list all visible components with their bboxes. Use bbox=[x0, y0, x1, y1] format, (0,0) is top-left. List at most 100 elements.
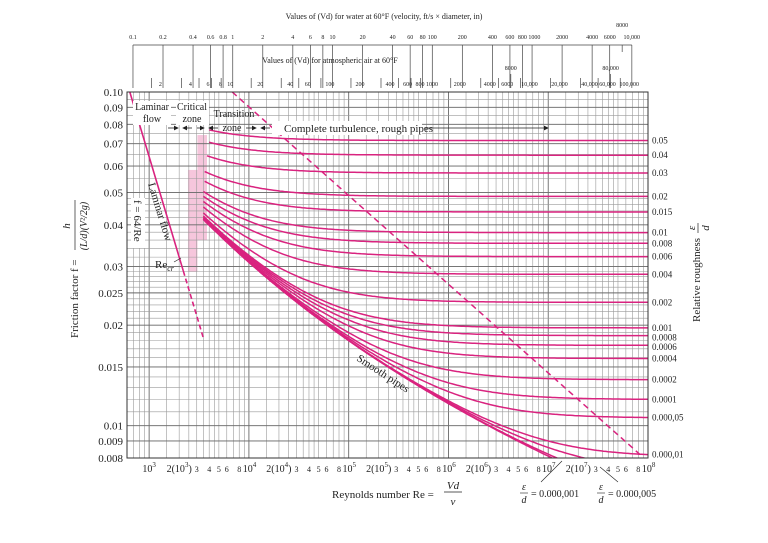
water-scale-label: 0.1 bbox=[129, 35, 137, 41]
roughness-label: 0.015 bbox=[652, 207, 673, 217]
air-scale-label: 6000 bbox=[501, 82, 513, 88]
air-scale-label: 200 bbox=[356, 82, 365, 88]
roughness-label: 0.04 bbox=[652, 150, 668, 160]
bottom-roughness-labels: ε d = 0.000,001 ε d = 0.000,005 bbox=[520, 460, 656, 506]
x-tick-label: 8 bbox=[636, 465, 640, 474]
laminar-zone-label-2: flow bbox=[143, 114, 162, 125]
water-scale-label: 800 bbox=[518, 35, 527, 41]
x-tick-label: 5 bbox=[317, 465, 321, 474]
grid bbox=[126, 91, 649, 459]
water-scale-label: 0.6 bbox=[207, 35, 215, 41]
axes: 0.100.090.080.070.060.050.040.030.0250.0… bbox=[98, 87, 684, 475]
x-tick-label: 3 bbox=[195, 465, 199, 474]
roughness-label: 0.008 bbox=[652, 238, 673, 248]
x-tick-label: 3 bbox=[295, 465, 299, 474]
x-tick-label: 8 bbox=[437, 465, 441, 474]
x-tick-label: 104 bbox=[243, 461, 257, 475]
roughness-curves bbox=[128, 92, 648, 458]
air-scale-label: 2000 bbox=[454, 82, 466, 88]
roughness-label: 0.0008 bbox=[652, 332, 677, 342]
critical-zone-shading bbox=[187, 135, 207, 272]
roughness-label: 0.006 bbox=[652, 252, 673, 262]
y-tick-label: 0.09 bbox=[104, 102, 124, 114]
x-axis-title: Reynolds number Re = Vd ν bbox=[332, 480, 462, 508]
air-scale-label: 100 bbox=[325, 82, 334, 88]
water-scale-label: 400 bbox=[488, 35, 497, 41]
water-scale-label: 4000 bbox=[586, 35, 598, 41]
y-tick-label: 0.02 bbox=[104, 320, 123, 332]
x-axis-title-num: Vd bbox=[447, 480, 460, 492]
roughness-curve bbox=[204, 180, 648, 213]
water-scale-label: 6000 bbox=[604, 35, 616, 41]
roughness-label: 0.001 bbox=[652, 323, 672, 333]
roughness-label: 0.03 bbox=[652, 168, 668, 178]
water-scale-label: 200 bbox=[458, 35, 467, 41]
roughness-curve bbox=[202, 216, 648, 337]
x-tick-label: 105 bbox=[343, 461, 357, 475]
water-scale-label: 8000 bbox=[616, 23, 628, 29]
eps1-value: = 0.000,001 bbox=[531, 489, 579, 500]
water-scale-label: 100 bbox=[428, 35, 437, 41]
x-tick-label: 8 bbox=[237, 465, 241, 474]
air-scale-label: 80,000 bbox=[602, 66, 619, 72]
roughness-label: 0.0001 bbox=[652, 394, 677, 404]
water-scale-label: 80 bbox=[420, 35, 426, 41]
roughness-curve bbox=[202, 215, 648, 329]
y-axis-title-num: h bbox=[61, 223, 73, 229]
roughness-label: 0.004 bbox=[652, 269, 673, 279]
roughness-label: 0.0006 bbox=[652, 342, 677, 352]
air-scale-label: 100,000 bbox=[619, 82, 639, 88]
x-axis-title-main: Reynolds number Re = bbox=[332, 489, 434, 501]
water-scale-title: Values of (Vd) for water at 60°F (veloci… bbox=[286, 12, 483, 21]
water-scale-label: 6 bbox=[309, 35, 312, 41]
x-tick-label: 5 bbox=[616, 465, 620, 474]
right-axis-title: Relative roughness ε d bbox=[686, 223, 712, 322]
x-tick-label: 4 bbox=[307, 465, 311, 474]
y-tick-label: 0.008 bbox=[98, 453, 123, 465]
air-scale-label: 10,000 bbox=[521, 82, 538, 88]
x-tick-label: 6 bbox=[524, 465, 528, 474]
y-axis-title-den: (L/d)(V²/2g) bbox=[79, 201, 90, 250]
x-tick-label: 3 bbox=[594, 465, 598, 474]
re-cr-label: Recr bbox=[155, 259, 175, 273]
x-tick-label: 2(105) bbox=[366, 461, 391, 475]
air-scale-label: 4 bbox=[189, 82, 192, 88]
x-tick-label: 4 bbox=[407, 465, 411, 474]
air-scale-label: 600 bbox=[403, 82, 412, 88]
x-tick-label: 4 bbox=[207, 465, 211, 474]
x-tick-label: 3 bbox=[394, 465, 398, 474]
laminar-dashed-line bbox=[182, 270, 205, 339]
x-tick-label: 2(107) bbox=[566, 461, 591, 475]
x-tick-label: 108 bbox=[642, 461, 656, 475]
x-tick-label: 107 bbox=[542, 461, 556, 475]
water-scale-label: 10,000 bbox=[624, 35, 641, 41]
y-tick-label: 0.08 bbox=[104, 119, 124, 131]
eps5-den: d bbox=[599, 495, 605, 506]
air-scale-label: 20,000 bbox=[551, 82, 568, 88]
roughness-curve bbox=[202, 218, 648, 401]
eps5-value: = 0.000,005 bbox=[608, 489, 656, 500]
x-tick-label: 5 bbox=[516, 465, 520, 474]
eps5-num: ε bbox=[599, 482, 603, 493]
water-scale-label: 4 bbox=[291, 35, 294, 41]
x-tick-label: 2(103) bbox=[167, 461, 192, 475]
roughness-label: 0.01 bbox=[652, 228, 668, 238]
y-tick-label: 0.03 bbox=[104, 261, 124, 273]
roughness-curve bbox=[202, 206, 648, 276]
x-tick-label: 6 bbox=[325, 465, 329, 474]
roughness-curve bbox=[206, 155, 648, 174]
air-scale-label: 40 bbox=[287, 82, 293, 88]
water-scale-label: 20 bbox=[360, 35, 366, 41]
y-tick-label: 0.07 bbox=[104, 139, 124, 151]
critical-zone-shade bbox=[197, 135, 207, 241]
x-tick-label: 5 bbox=[416, 465, 420, 474]
complete-turbulence-boundary bbox=[231, 92, 641, 455]
air-scale-label: 8000 bbox=[505, 66, 517, 72]
air-scale-label: 1000 bbox=[426, 82, 438, 88]
roughness-curve bbox=[202, 190, 648, 234]
air-scale-label: 800 bbox=[416, 82, 425, 88]
roughness-label: 0.0002 bbox=[652, 375, 677, 385]
y-tick-label: 0.10 bbox=[104, 87, 124, 99]
roughness-curve bbox=[202, 195, 648, 245]
